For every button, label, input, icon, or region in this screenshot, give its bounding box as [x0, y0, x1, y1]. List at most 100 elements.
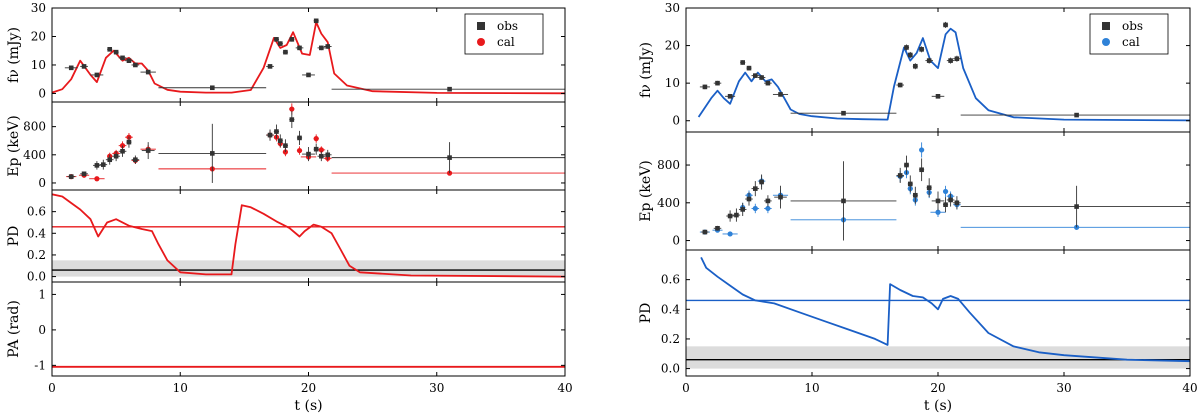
obs-marker — [81, 171, 87, 177]
y-axis-label: PA (rad) — [6, 300, 22, 358]
cal-point — [919, 142, 925, 158]
obs-point — [896, 82, 904, 88]
obs-marker — [267, 64, 273, 69]
y-tick-label: 10 — [31, 58, 46, 72]
obs-marker — [943, 22, 948, 28]
obs-marker — [126, 58, 132, 63]
obs-marker — [289, 117, 295, 122]
cal-marker — [296, 147, 303, 154]
obs-marker — [1074, 204, 1079, 209]
obs-marker — [120, 55, 125, 61]
y-tick-label: 0 — [38, 323, 46, 337]
obs-marker — [107, 47, 113, 52]
obs-marker — [297, 135, 302, 141]
obs-marker — [101, 162, 106, 167]
obs-point — [713, 80, 722, 86]
legend-label: obs — [1122, 19, 1143, 33]
obs-marker — [715, 80, 720, 86]
obs-point — [331, 86, 565, 92]
obs-marker — [926, 185, 932, 190]
obs-point — [105, 154, 114, 165]
obs-marker — [68, 65, 74, 71]
x-axis-label: t (s) — [294, 398, 322, 414]
cal-curve — [52, 21, 565, 95]
obs-marker — [765, 80, 771, 86]
x-tick-label: 30 — [1056, 381, 1071, 395]
obs-marker — [702, 229, 708, 235]
y-tick-label: 20 — [665, 39, 680, 53]
obs-point — [912, 186, 918, 204]
obs-marker — [289, 37, 295, 42]
y-axis-label: Ep (keV) — [6, 115, 22, 176]
legend: obs cal — [464, 13, 544, 55]
y-tick-label: 400 — [657, 196, 680, 210]
obs-marker — [935, 198, 941, 204]
x-tick-label: 10 — [804, 381, 819, 395]
x-tick-label: 0 — [682, 381, 690, 395]
x-axis-label: t (s) — [924, 398, 952, 414]
obs-marker — [313, 146, 319, 152]
cal-point — [296, 146, 303, 155]
obs-point — [64, 65, 78, 71]
subplot-frame — [51, 281, 566, 377]
obs-marker — [778, 194, 783, 200]
obs-marker — [926, 58, 932, 63]
cal-curve — [697, 27, 1190, 122]
obs-point — [80, 171, 88, 177]
obs-point — [953, 55, 961, 62]
obs-point — [331, 142, 565, 174]
data-layer — [697, 21, 1190, 122]
obs-point — [99, 159, 108, 170]
y-tick-label: -1 — [34, 358, 46, 372]
obs-point — [266, 129, 274, 141]
obs-point — [931, 191, 945, 211]
x-tick-label: 40 — [557, 381, 572, 395]
obs-marker — [954, 56, 960, 62]
obs-marker — [113, 49, 119, 55]
cal-marker — [942, 188, 949, 195]
cal-marker — [313, 136, 319, 142]
cal-marker — [318, 147, 324, 153]
obs-marker — [306, 72, 311, 78]
obs-marker — [715, 225, 720, 231]
obs-point — [289, 37, 295, 42]
obs-point — [317, 151, 326, 162]
cal-point — [89, 176, 105, 182]
obs-point — [302, 72, 315, 78]
obs-marker — [325, 152, 331, 158]
obs-marker — [753, 73, 758, 78]
obs-point — [943, 197, 949, 213]
obs-point — [302, 147, 315, 162]
obs-point — [946, 193, 955, 207]
obs-marker — [283, 49, 288, 55]
obs-point — [774, 185, 787, 209]
obs-point — [912, 63, 918, 70]
obs-marker — [907, 52, 913, 58]
obs-point — [907, 51, 913, 58]
obs-point — [313, 143, 319, 155]
obs-marker — [841, 110, 846, 116]
cal-curve — [52, 193, 565, 278]
obs-marker — [913, 192, 918, 198]
obs-marker — [120, 148, 125, 154]
obs-point — [772, 92, 789, 97]
obs-marker — [306, 151, 311, 157]
obs-marker — [113, 153, 119, 159]
y-tick-label: 0.2 — [661, 332, 680, 346]
obs-point — [125, 58, 133, 63]
obs-marker — [126, 139, 132, 145]
y-tick-label: 800 — [657, 158, 680, 172]
legend-label: cal — [497, 35, 515, 49]
cal-marker — [94, 176, 100, 182]
obs-marker — [759, 179, 764, 185]
y-tick-label: 0.4 — [27, 226, 46, 240]
obs-marker — [319, 153, 324, 159]
obs-point — [925, 57, 933, 64]
y-tick-label: 30 — [665, 1, 680, 15]
obs-point — [946, 57, 955, 64]
obs-point — [295, 45, 304, 51]
y-axis-label: PD — [6, 226, 22, 247]
y-tick-label: 800 — [23, 120, 46, 134]
